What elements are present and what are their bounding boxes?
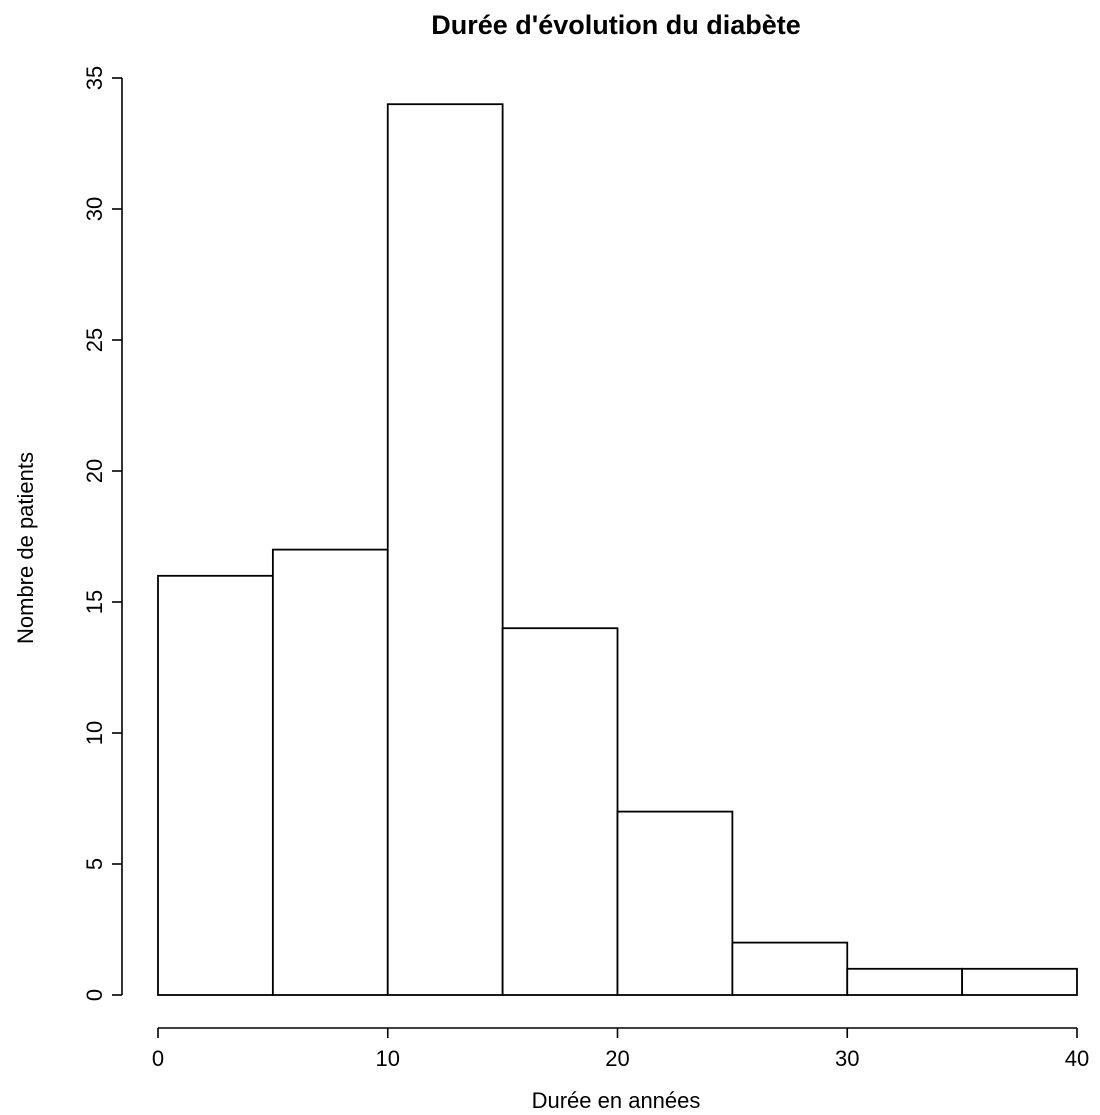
histogram-bar-5 <box>616 810 734 996</box>
y-tick-label: 35 <box>82 66 107 90</box>
x-tick-label: 0 <box>152 1046 164 1071</box>
x-tick-label: 10 <box>376 1046 400 1071</box>
y-tick-label: 25 <box>82 328 107 352</box>
chart-title: Durée d'évolution du diabète <box>431 10 800 40</box>
histogram-bars <box>157 103 1078 996</box>
x-axis-label: Durée en années <box>532 1088 701 1113</box>
y-tick-label: 5 <box>82 858 107 870</box>
y-tick-label: 0 <box>82 989 107 1001</box>
histogram-bar-4 <box>501 627 619 996</box>
histogram-bar-3 <box>386 103 504 996</box>
histogram-bar-8 <box>961 967 1078 996</box>
x-tick-label: 40 <box>1065 1046 1089 1071</box>
y-axis: 0 5 10 15 20 25 30 35 <box>82 66 123 1001</box>
y-axis-label: Nombre de patients <box>13 452 38 644</box>
histogram-bar-6 <box>731 941 849 996</box>
x-axis: 0 10 20 30 40 <box>152 1027 1089 1071</box>
histogram-bar-1 <box>157 574 274 996</box>
y-tick-label: 20 <box>82 459 107 483</box>
y-tick-label: 15 <box>82 590 107 614</box>
histogram-bar-2 <box>271 548 389 996</box>
y-tick-label: 30 <box>82 197 107 221</box>
histogram-bar-7 <box>846 967 964 996</box>
x-tick-label: 30 <box>835 1046 859 1071</box>
x-tick-label: 20 <box>605 1046 629 1071</box>
y-tick-label: 10 <box>82 721 107 745</box>
